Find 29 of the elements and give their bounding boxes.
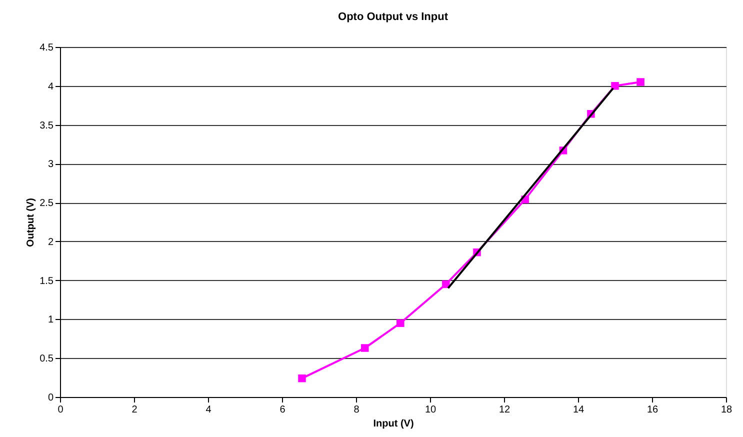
y-tick-label: 0.5: [40, 354, 54, 365]
y-tick-label: 2.5: [40, 198, 54, 210]
point: [361, 344, 369, 352]
x-tick-label: 4: [206, 404, 212, 416]
point: [298, 374, 306, 382]
x-tick-label: 18: [720, 404, 732, 416]
x-axis-title: Input (V): [373, 418, 414, 430]
x-tick-label: 12: [498, 404, 510, 416]
y-tick-label: 4: [48, 81, 54, 92]
point: [396, 319, 404, 327]
y-tick-label: 1.5: [40, 276, 54, 287]
point: [611, 82, 619, 90]
y-tick-label: 0: [48, 392, 54, 404]
point: [636, 78, 644, 86]
x-tick-label: 0: [58, 404, 64, 416]
y-tick-label: 3: [48, 159, 54, 170]
x-tick-label: 8: [354, 404, 360, 416]
y-tick-label: 3.5: [40, 120, 54, 132]
y-tick-label: 2: [48, 236, 54, 248]
x-tick-label: 6: [280, 404, 286, 416]
x-tick-label: 10: [424, 404, 436, 416]
chart-title: Opto Output vs Input: [338, 11, 448, 23]
x-tick-label: 2: [132, 404, 138, 416]
y-tick-label: 4.5: [40, 42, 54, 54]
x-tick-label: 16: [646, 404, 658, 416]
y-tick-label: 1: [48, 314, 54, 326]
x-tick-label: 14: [572, 404, 584, 416]
point: [442, 280, 450, 288]
y-axis-title: Output (V): [26, 198, 37, 247]
